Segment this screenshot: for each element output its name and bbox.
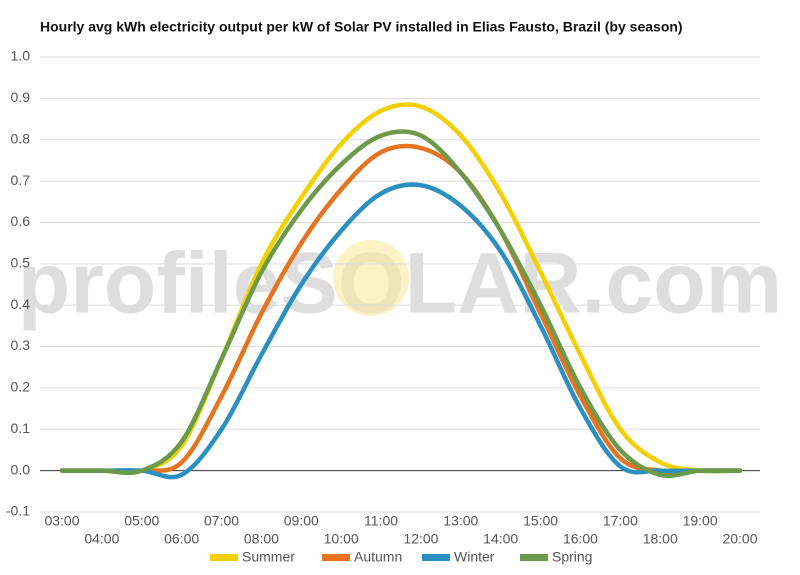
legend-swatch — [210, 554, 238, 561]
x-tick-label: 20:00 — [722, 531, 757, 547]
x-tick-label: 12:00 — [403, 531, 438, 547]
x-tick-label: 08:00 — [244, 531, 279, 547]
y-tick-label: 0.5 — [11, 255, 31, 271]
x-tick-label: 16:00 — [563, 531, 598, 547]
x-tick-label: 17:00 — [603, 513, 638, 529]
watermark-sun — [333, 240, 409, 316]
chart-title: Hourly avg kWh electricity output per kW… — [40, 19, 683, 35]
x-tick-label: 09:00 — [284, 513, 319, 529]
x-tick-label: 10:00 — [324, 531, 359, 547]
y-tick-label: 0.8 — [11, 130, 31, 146]
legend-swatch — [520, 554, 548, 561]
legend-swatch — [422, 554, 450, 561]
x-tick-label: 19:00 — [683, 513, 718, 529]
x-tick-label: 07:00 — [204, 513, 239, 529]
legend-label: Winter — [454, 549, 495, 565]
series-line — [59, 143, 743, 474]
y-tick-label: 0.7 — [11, 172, 31, 188]
x-tick-label: 15:00 — [523, 513, 558, 529]
y-tick-label: 0.2 — [11, 379, 31, 395]
legend-swatch — [322, 554, 350, 561]
series-line — [59, 102, 743, 475]
y-tick-label: 0.4 — [11, 296, 31, 312]
y-tick-label: 0.6 — [11, 213, 31, 229]
legend-label: Autumn — [354, 549, 402, 565]
legend-label: Summer — [242, 549, 295, 565]
x-tick-label: 03:00 — [44, 513, 79, 529]
y-tick-label: -0.1 — [6, 503, 30, 519]
y-tick-label: 0.9 — [11, 89, 31, 105]
x-tick-label: 05:00 — [124, 513, 159, 529]
x-tick-label: 11:00 — [364, 513, 398, 529]
x-tick-label: 06:00 — [164, 531, 199, 547]
y-tick-label: 1.0 — [11, 48, 31, 64]
series-line — [59, 182, 743, 480]
y-tick-label: 0.3 — [11, 337, 31, 353]
x-tick-label: 14:00 — [483, 531, 518, 547]
x-tick-label: 13:00 — [443, 513, 478, 529]
x-tick-label: 04:00 — [84, 531, 119, 547]
series-line — [59, 129, 743, 478]
y-tick-label: 0.1 — [11, 420, 31, 436]
x-tick-label: 18:00 — [643, 531, 678, 547]
legend-label: Spring — [552, 549, 592, 565]
y-tick-label: 0.0 — [11, 461, 31, 477]
